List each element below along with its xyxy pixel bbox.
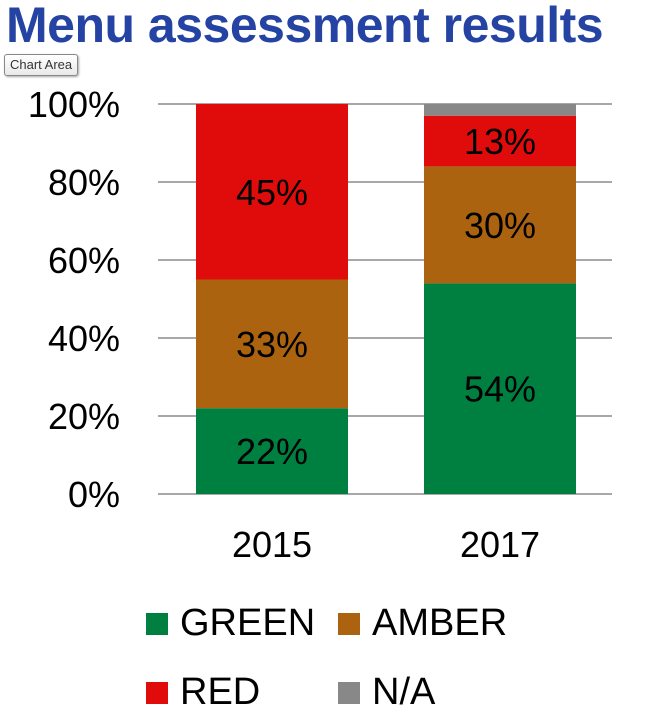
y-tick-label: 40% bbox=[48, 318, 120, 359]
y-tick-label: 20% bbox=[48, 396, 120, 437]
legend-item-amber[interactable]: AMBER bbox=[338, 602, 507, 645]
legend-swatch bbox=[146, 612, 168, 635]
legend-swatch bbox=[338, 681, 360, 704]
legend-item-na[interactable]: N/A bbox=[338, 671, 435, 714]
data-label: 54% bbox=[464, 369, 536, 410]
x-axis-labels: 2015 2017 bbox=[232, 524, 540, 565]
legend-label: N/A bbox=[372, 671, 436, 713]
legend-item-red[interactable]: RED bbox=[146, 671, 260, 714]
y-tick-label: 100% bbox=[28, 84, 120, 125]
data-label: 45% bbox=[236, 172, 308, 213]
bar-amber-2015[interactable] bbox=[196, 279, 348, 409]
data-label: 22% bbox=[236, 431, 308, 472]
data-label: 13% bbox=[464, 121, 536, 162]
bar-green-2015[interactable] bbox=[196, 408, 348, 494]
data-label: 33% bbox=[236, 324, 308, 365]
legend-swatch bbox=[338, 612, 360, 635]
y-tick-label: 0% bbox=[68, 474, 120, 515]
y-tick-label: 80% bbox=[48, 162, 120, 203]
legend-label: AMBER bbox=[372, 602, 508, 644]
y-axis-labels: 0% 20% 40% 60% 80% 100% bbox=[28, 84, 120, 515]
bar-green-2017[interactable] bbox=[424, 283, 576, 494]
bars: 22% 33% 45% 54% 30% 13% bbox=[196, 104, 576, 494]
bar-red-2017[interactable] bbox=[424, 115, 576, 167]
legend-swatch bbox=[146, 681, 168, 704]
legend-item-green[interactable]: GREEN bbox=[146, 602, 315, 645]
bar-red-2015[interactable] bbox=[196, 104, 348, 280]
chart-area-tooltip: Chart Area bbox=[4, 54, 79, 76]
y-tick-label: 60% bbox=[48, 240, 120, 281]
bar-na-2017[interactable] bbox=[424, 104, 576, 116]
legend-label: GREEN bbox=[180, 602, 316, 644]
chart-title: Menu assessment results bbox=[6, 0, 604, 53]
bar-amber-2017[interactable] bbox=[424, 166, 576, 284]
data-label: 30% bbox=[464, 205, 536, 246]
x-tick-label: 2017 bbox=[460, 524, 540, 565]
legend-label: RED bbox=[180, 671, 261, 713]
x-tick-label: 2015 bbox=[232, 524, 312, 565]
